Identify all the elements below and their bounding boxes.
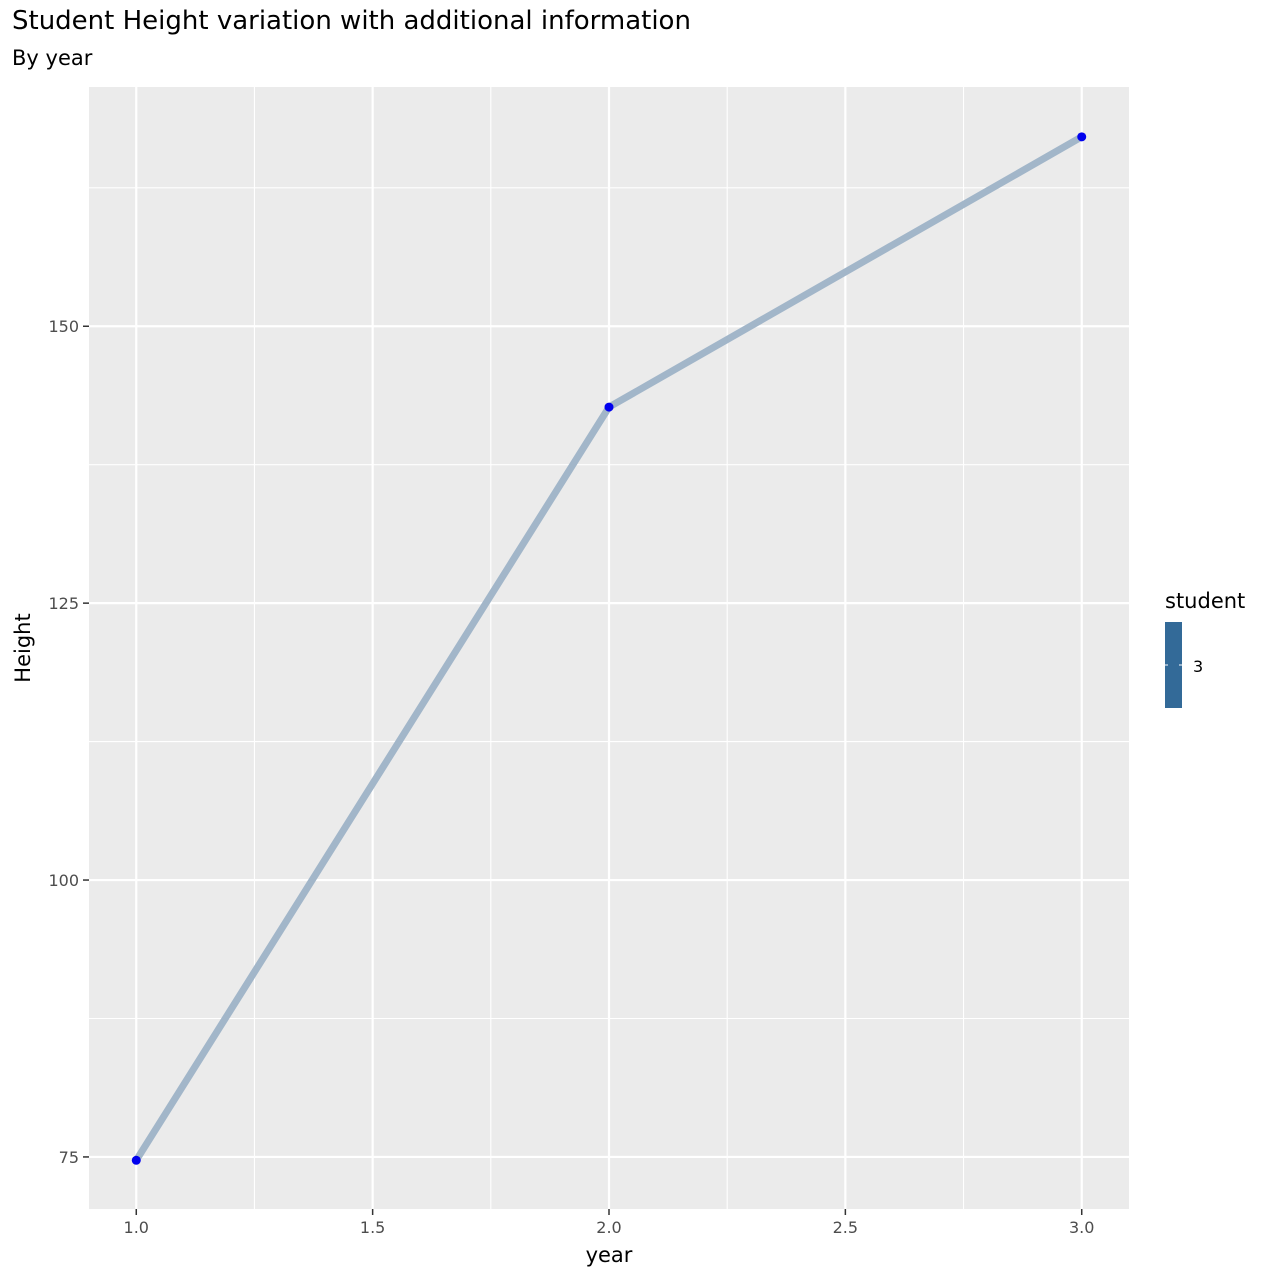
x-tick-label: 3.0: [1069, 1218, 1094, 1237]
x-axis-title: year: [586, 1243, 633, 1267]
y-tick-label: 75: [59, 1148, 79, 1167]
x-tick-label: 1.5: [360, 1218, 385, 1237]
chart-subtitle: By year: [12, 46, 93, 70]
data-point: [131, 1155, 141, 1165]
y-tick-label: 100: [48, 871, 79, 890]
data-point: [604, 402, 614, 412]
x-tick-label: 1.0: [124, 1218, 149, 1237]
y-tick-label: 125: [48, 594, 79, 613]
legend-color-bar: [1165, 622, 1182, 708]
data-point: [1077, 132, 1087, 142]
x-tick-label: 2.0: [596, 1218, 621, 1237]
legend-label: 3: [1193, 657, 1203, 676]
legend: student 3: [1165, 589, 1245, 708]
x-tick-label: 2.5: [833, 1218, 858, 1237]
chart-title: Student Height variation with additional…: [12, 6, 691, 36]
y-axis-title: Height: [11, 613, 35, 682]
legend-title: student: [1165, 589, 1245, 613]
series-layer: [131, 132, 1087, 1165]
y-tick-label: 150: [48, 317, 79, 336]
y-axis: 75 100 125 150: [48, 317, 89, 1167]
x-axis: 1.0 1.5 2.0 2.5 3.0: [124, 1209, 1094, 1237]
